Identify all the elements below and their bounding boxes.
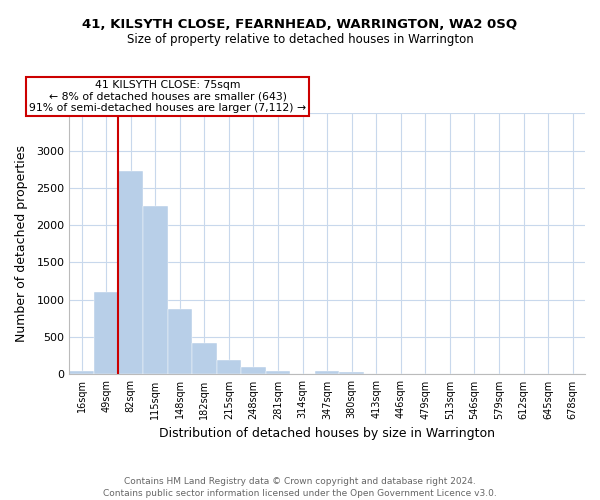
X-axis label: Distribution of detached houses by size in Warrington: Distribution of detached houses by size …	[159, 427, 495, 440]
Bar	[118, 172, 143, 374]
Bar	[167, 310, 192, 374]
Text: Contains HM Land Registry data © Crown copyright and database right 2024.: Contains HM Land Registry data © Crown c…	[124, 478, 476, 486]
Bar	[192, 344, 217, 374]
Bar	[94, 292, 118, 374]
Y-axis label: Number of detached properties: Number of detached properties	[15, 146, 28, 342]
Text: 41, KILSYTH CLOSE, FEARNHEAD, WARRINGTON, WA2 0SQ: 41, KILSYTH CLOSE, FEARNHEAD, WARRINGTON…	[82, 18, 518, 30]
Bar	[217, 360, 241, 374]
Bar	[315, 372, 340, 374]
Bar	[241, 367, 266, 374]
Bar	[266, 372, 290, 374]
Bar	[143, 206, 167, 374]
Bar	[340, 372, 364, 374]
Text: 41 KILSYTH CLOSE: 75sqm
← 8% of detached houses are smaller (643)
91% of semi-de: 41 KILSYTH CLOSE: 75sqm ← 8% of detached…	[29, 80, 306, 113]
Text: Contains public sector information licensed under the Open Government Licence v3: Contains public sector information licen…	[103, 489, 497, 498]
Text: Size of property relative to detached houses in Warrington: Size of property relative to detached ho…	[127, 32, 473, 46]
Bar	[70, 372, 94, 374]
